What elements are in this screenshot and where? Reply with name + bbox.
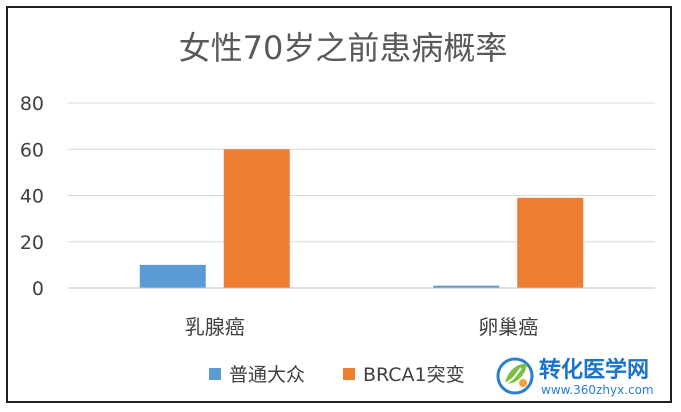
y-tick-label-0: 0	[32, 278, 44, 300]
bar-brca1-1	[517, 197, 584, 288]
y-axis-ticks: 0 20 40 60 80	[20, 93, 44, 300]
legend-swatch-1	[343, 368, 355, 380]
x-category-label-0: 乳腺癌	[185, 315, 245, 339]
legend-label-0: 普通大众	[229, 364, 305, 386]
watermark-logo: 转化医学网 www.360zhyx.com	[496, 357, 654, 397]
y-tick-label-20: 20	[20, 232, 44, 254]
leaf-logo-icon	[496, 357, 534, 395]
watermark-main-text: 转化医学网	[539, 357, 649, 383]
x-axis-categories: 乳腺癌 卵巢癌	[185, 315, 539, 339]
x-category-label-1: 卵巢癌	[478, 315, 538, 339]
y-tick-label-60: 60	[20, 139, 44, 161]
legend: 普通大众 BRCA1突变	[209, 364, 465, 386]
legend-label-1: BRCA1突变	[363, 364, 465, 386]
bar-brca1-0	[223, 149, 290, 288]
bar-general-1	[433, 285, 500, 288]
bars	[139, 149, 584, 288]
y-tick-label-40: 40	[20, 186, 44, 208]
watermark-sub-text: www.360zhyx.com	[541, 383, 654, 397]
bar-general-0	[139, 264, 206, 288]
chart-title: 女性70岁之前患病概率	[179, 29, 508, 67]
legend-swatch-0	[209, 368, 221, 380]
y-tick-label-80: 80	[20, 93, 44, 115]
